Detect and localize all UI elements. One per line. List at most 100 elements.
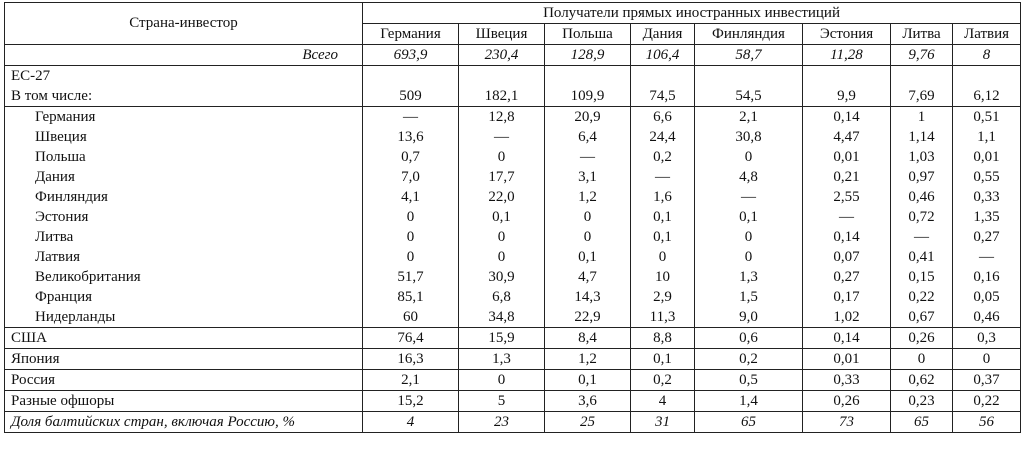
table-cell: 1,3 xyxy=(458,348,545,370)
table-cell: 30,9 xyxy=(458,267,545,287)
table-cell: 0,97 xyxy=(890,167,953,187)
row-label: Дания xyxy=(4,167,363,187)
table-cell: 17,7 xyxy=(458,167,545,187)
table-cell: 2,55 xyxy=(802,187,891,207)
table-cell: 1,35 xyxy=(951,207,1022,227)
table-cell: 693,9 xyxy=(362,44,459,66)
table-cell: 0 xyxy=(458,227,545,247)
table-cell: 0 xyxy=(951,348,1022,370)
table-cell: 6,12 xyxy=(951,86,1022,107)
table-cell: 182,1 xyxy=(458,86,545,107)
table-cell: 13,6 xyxy=(362,127,459,147)
table-cell: 0 xyxy=(890,348,953,370)
table-cell: 0,1 xyxy=(694,207,803,227)
table-cell: 0 xyxy=(694,247,803,267)
table-cell: 0,26 xyxy=(890,327,953,349)
table-cell: 0,2 xyxy=(694,348,803,370)
eu-label-row: ЕС-27 xyxy=(4,65,1022,86)
eu-member-row: Нидерланды 60 34,8 22,9 11,3 9,0 1,02 0,67 0,46 xyxy=(4,307,1022,328)
table-cell: 1,03 xyxy=(890,147,953,167)
table-cell: 6,6 xyxy=(630,106,695,127)
table-cell: 16,3 xyxy=(362,348,459,370)
table-cell: 0 xyxy=(544,207,631,227)
table-cell: 1,2 xyxy=(544,348,631,370)
recipients-header: Получатели прямых иностранных инвестиций xyxy=(361,2,1022,24)
table-cell: 7,69 xyxy=(890,86,953,107)
table-cell: 128,9 xyxy=(544,44,631,66)
table-cell: 12,8 xyxy=(458,106,545,127)
table-cell: 0,6 xyxy=(694,327,803,349)
table-body: Всего 693,9 230,4 128,9 106,4 58,7 11,28… xyxy=(4,44,1022,107)
row-label: Литва xyxy=(4,227,363,247)
table-cell: 0,27 xyxy=(802,267,891,287)
eu-member-row: Франция 85,1 6,8 14,3 2,9 1,5 0,17 0,22 0,05 xyxy=(4,287,1022,307)
row-label: Финляндия xyxy=(4,187,363,207)
column-header: Финляндия xyxy=(694,23,803,45)
table-cell: 0,01 xyxy=(951,147,1022,167)
table-cell: 24,4 xyxy=(630,127,695,147)
table-cell: 106,4 xyxy=(630,44,695,66)
table-cell: 0,1 xyxy=(630,227,695,247)
table-cell: 51,7 xyxy=(362,267,459,287)
eu-member-row: Эстония 0 0,1 0 0,1 0,1—0,72 1,35 xyxy=(4,207,1022,227)
table-cell: 22,0 xyxy=(458,187,545,207)
table-cell: 1,3 xyxy=(694,267,803,287)
table-cell: 2,9 xyxy=(630,287,695,307)
share-label: Доля балтийских стран, включая Россию, % xyxy=(4,411,363,433)
table-cell: 0,1 xyxy=(630,348,695,370)
eu-members-body: Германия —12,8 20,9 6,6 2,1 0,14 1 0,51 Швеция 13… xyxy=(4,106,1022,328)
table-cell: 0,55 xyxy=(951,167,1022,187)
table-header: Страна-инвестор Получатели прямых иностр… xyxy=(4,2,1022,45)
table-cell: 2,1 xyxy=(694,106,803,127)
table-cell: — xyxy=(362,106,459,127)
table-cell: — xyxy=(951,247,1022,267)
table-cell: — xyxy=(802,207,891,227)
table-cell: — xyxy=(630,167,695,187)
table-cell: 0,1 xyxy=(458,207,545,227)
column-header: Польша xyxy=(544,23,631,45)
table-cell: 4,7 xyxy=(544,267,631,287)
table-cell: 0,37 xyxy=(951,369,1022,391)
table-cell: 109,9 xyxy=(544,86,631,107)
table-cell: 0,62 xyxy=(890,369,953,391)
eu-member-row: Дания 7,0 17,7 3,1—4,8 0,21 0,97 0,55 xyxy=(4,167,1022,187)
table-cell: 0,01 xyxy=(802,147,891,167)
table-cell: 3,6 xyxy=(544,390,631,412)
table-cell: 0,51 xyxy=(951,106,1022,127)
row-label: Франция xyxy=(4,287,363,307)
table-cell: 0 xyxy=(362,207,459,227)
table-cell: 0,14 xyxy=(802,106,891,127)
table-cell: 0,01 xyxy=(802,348,891,370)
row-label: Польша xyxy=(4,147,363,167)
table-cell: 0,1 xyxy=(544,247,631,267)
table-cell: 0 xyxy=(544,227,631,247)
table-cell: 0 xyxy=(362,227,459,247)
table-cell: 9,76 xyxy=(890,44,953,66)
table-cell: 0,2 xyxy=(630,369,695,391)
table-cell: 0,17 xyxy=(802,287,891,307)
column-header: Германия xyxy=(362,23,459,45)
share-body: Доля балтийских стран, включая Россию, %… xyxy=(4,411,1022,433)
table-cell: 0,21 xyxy=(802,167,891,187)
table-cell: 7,0 xyxy=(362,167,459,187)
row-label: Латвия xyxy=(4,247,363,267)
column-header: Латвия xyxy=(951,23,1022,45)
table-cell: — xyxy=(544,147,631,167)
table-cell: 15,2 xyxy=(362,390,459,412)
eu-total-row: В том числе: 509 182,1 109,9 74,5 54,5 9… xyxy=(4,86,1022,107)
row-label: Германия xyxy=(4,106,363,127)
table-cell: 8,8 xyxy=(630,327,695,349)
table-cell: 2,1 xyxy=(362,369,459,391)
table-cell: 1,14 xyxy=(890,127,953,147)
table-cell: 0,27 xyxy=(951,227,1022,247)
column-header: Эстония xyxy=(802,23,891,45)
row-label: Разные офшоры xyxy=(4,390,363,412)
table-cell: 6,4 xyxy=(544,127,631,147)
table-cell: 73 xyxy=(802,411,891,433)
eu-member-row: Финляндия 4,1 22,0 1,2 1,6—2,55 0,46 0,33 xyxy=(4,187,1022,207)
investor-row: Разные офшоры 15,2 5 3,6 4 1,4 0,26 0,23 0,22 xyxy=(4,390,1022,412)
column-header: Швеция xyxy=(458,23,545,45)
table-cell: 6,8 xyxy=(458,287,545,307)
table-cell: 0 xyxy=(458,369,545,391)
table-cell: 1,6 xyxy=(630,187,695,207)
